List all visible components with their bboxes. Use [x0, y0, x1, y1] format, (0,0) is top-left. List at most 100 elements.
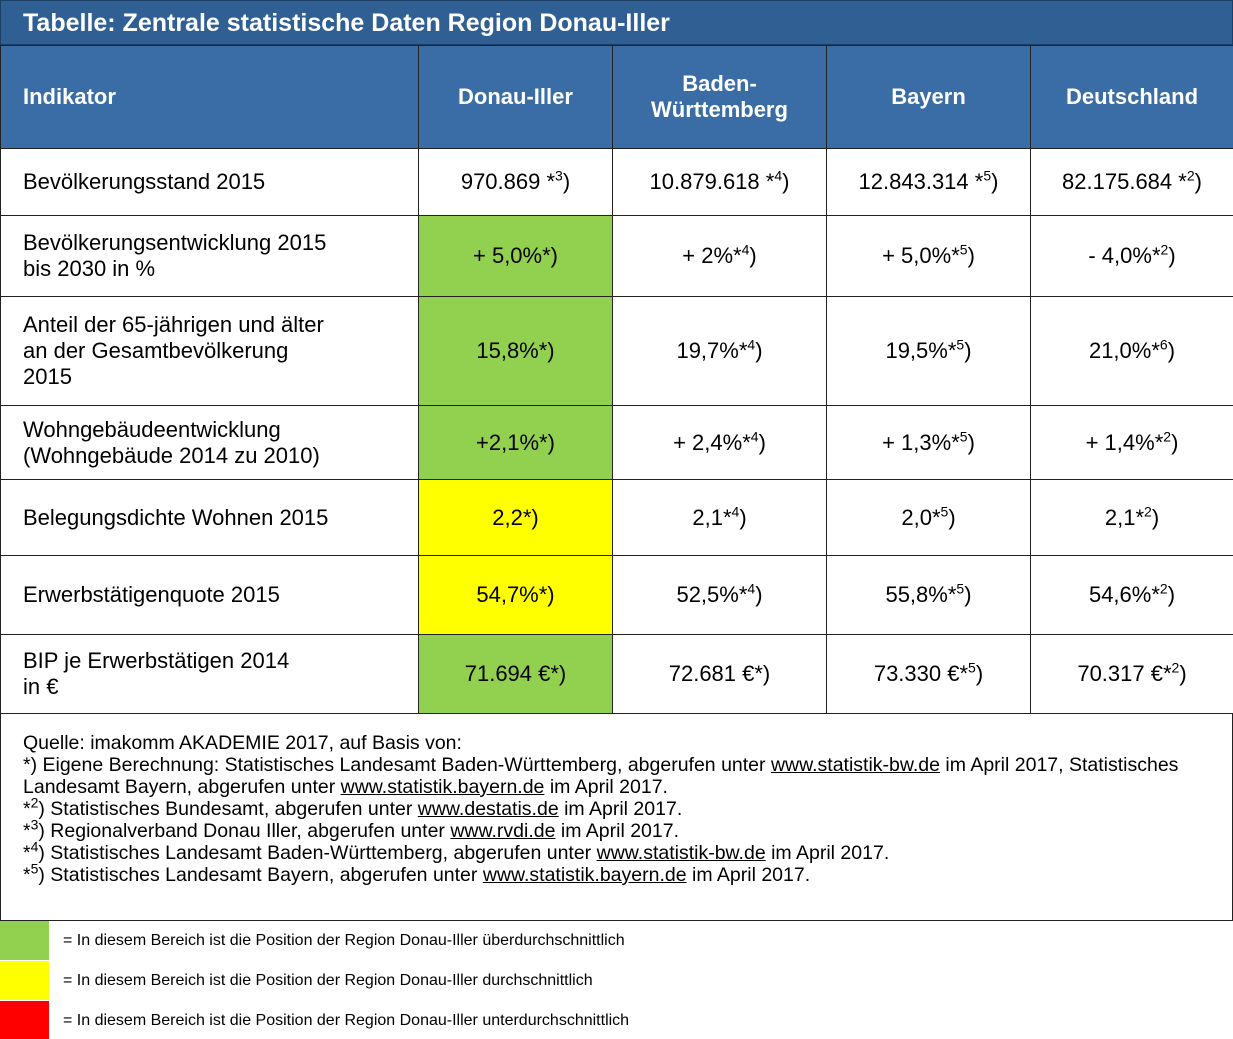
- indicator-cell: Wohngebäudeentwicklung (Wohngebäude 2014 …: [0, 405, 419, 480]
- value-cell: 10.879.618 *4): [612, 148, 827, 216]
- value-cell: 19,7%*4): [612, 296, 827, 406]
- indicator-cell: BIP je Erwerbstätigen 2014 in €: [0, 634, 419, 714]
- value-cell: + 5,0%*5): [826, 215, 1031, 297]
- footnote: Quelle: imakomm AKADEMIE 2017, auf Basis…: [23, 732, 1210, 754]
- indicator-text: an der Gesamtbevölkerung: [23, 338, 289, 363]
- value-cell: 82.175.684 *2): [1030, 148, 1233, 216]
- value-text: + 2%*: [682, 243, 742, 268]
- value-text: + 5,0%*: [882, 243, 960, 268]
- footnote-ref: 2: [1186, 167, 1195, 184]
- value-text: + 5,0%*): [473, 243, 558, 268]
- footnote-ref: 2: [1144, 503, 1152, 520]
- data-table: Indikator Donau-Iller Baden- Württemberg Bay…: [0, 45, 1233, 714]
- value-text: 2,1*: [1104, 504, 1145, 530]
- value-cell: 970.869 *3): [418, 148, 613, 216]
- legend-swatch: [0, 961, 49, 1001]
- header-cell: Indikator: [0, 45, 419, 149]
- value-text: 970.869 *: [460, 169, 556, 194]
- footnote-ref: 5: [940, 503, 949, 520]
- value-text: 72.681 €*): [668, 661, 771, 686]
- footnote-text: im April 2017.: [765, 842, 890, 864]
- footnote-text: im April 2017.: [686, 864, 811, 886]
- value-text: ): [739, 504, 747, 530]
- indicator-text: Erwerbstätigenquote 2015: [23, 582, 280, 607]
- value-cell: - 4,0%*2): [1030, 215, 1233, 297]
- value-text: ): [1167, 582, 1176, 607]
- footnote-ref: 2: [1160, 241, 1169, 258]
- value-text: 10.879.618 *: [649, 169, 775, 194]
- value-cell: 54,6%*2): [1030, 555, 1233, 635]
- footnote-ref: 4: [747, 580, 756, 597]
- value-text: 2,0*: [901, 504, 941, 530]
- value-text: ): [1194, 169, 1202, 194]
- value-text: 71.694 €*): [464, 661, 567, 686]
- footnote-text: *: [23, 842, 31, 864]
- value-text: ): [964, 582, 972, 607]
- footnote: *4) Statistisches Landesamt Baden-Württe…: [23, 840, 1210, 865]
- header-cell: Baden- Württemberg: [612, 45, 827, 149]
- value-cell: + 1,4%*2): [1030, 405, 1233, 480]
- footnote-text: *) Eigene Berechnung: Statistisches Land…: [23, 754, 771, 776]
- indicator-text: Bevölkerungsentwicklung 2015: [23, 230, 327, 255]
- value-cell: 55,8%*5): [826, 555, 1031, 635]
- footnote-link[interactable]: www.statistik-bw.de: [596, 842, 766, 864]
- value-text: ): [991, 169, 999, 194]
- header-text: Baden-: [682, 71, 757, 96]
- indicator-text: Anteil der 65-jährigen und älter: [23, 312, 324, 337]
- value-cell: 70.317 €*2): [1030, 634, 1233, 714]
- footnote-link[interactable]: www.statistik.bayern.de: [340, 776, 545, 798]
- legend-swatch: [0, 1001, 49, 1039]
- value-cell: 2,1*4): [612, 479, 827, 556]
- indicator-text: (Wohngebäude 2014 zu 2010): [23, 442, 320, 468]
- value-text: + 1,4%*: [1085, 429, 1164, 455]
- legend-text: = In diesem Bereich ist die Position der…: [63, 972, 593, 989]
- footnote-ref: 4: [747, 336, 756, 353]
- indicator-cell: Bevölkerungsentwicklung 2015 bis 2030 in …: [0, 215, 419, 297]
- footnote-link[interactable]: www.rvdi.de: [450, 820, 556, 842]
- footnote-ref: 5: [959, 241, 968, 258]
- indicator-cell: Anteil der 65-jährigen und älter an der G…: [0, 296, 419, 406]
- footnote-ref: 4: [774, 167, 783, 184]
- value-cell: 2,0*5): [826, 479, 1031, 556]
- header-cell: Bayern: [826, 45, 1031, 149]
- footnote-text: ) Statistisches Bundesamt, abgerufen unt…: [38, 798, 418, 820]
- value-text: ): [964, 338, 972, 363]
- footnote-ref: 3: [30, 816, 39, 833]
- value-text: 21,0%*: [1088, 338, 1160, 363]
- value-cell: 19,5%*5): [826, 296, 1031, 406]
- indicator-text: Wohngebäudeentwicklung: [23, 416, 281, 442]
- footnote-link[interactable]: www.statistik-bw.de: [770, 754, 940, 776]
- header-text: Deutschland: [1065, 84, 1199, 109]
- footnote-ref: 5: [956, 336, 965, 353]
- value-text: - 4,0%*: [1088, 243, 1161, 268]
- footnote-link[interactable]: www.destatis.de: [417, 798, 559, 820]
- table-row: Wohngebäudeentwicklung (Wohngebäude 2014 …: [0, 405, 1233, 480]
- indicator-text: in €: [23, 674, 59, 699]
- table-row: BIP je Erwerbstätigen 2014 in € 71.694 €*)…: [0, 634, 1233, 714]
- footnote-text: im April 2017.: [544, 776, 668, 798]
- footnote-ref: 2: [1159, 580, 1168, 597]
- footnote-ref: 5: [956, 580, 965, 597]
- value-text: ): [562, 169, 571, 194]
- footnote-text: ) Statistisches Landesamt Bayern, abgeru…: [38, 864, 483, 886]
- table-row: Anteil der 65-jährigen und älter an der G…: [0, 296, 1233, 406]
- table-row: Erwerbstätigenquote 2015 54,7%*) 52,5%*4) 5…: [0, 555, 1233, 635]
- value-text: ): [755, 338, 763, 363]
- footnote-link[interactable]: www.statistik.bayern.de: [482, 864, 687, 886]
- value-text: ): [758, 429, 766, 455]
- footnote-text: *: [23, 864, 31, 886]
- footnote-ref: 5: [30, 860, 39, 877]
- value-text: ): [948, 504, 956, 530]
- table-row: Bevölkerungsstand 2015 970.869 *3) 10.879.…: [0, 148, 1233, 216]
- header-text: Württemberg: [651, 97, 788, 122]
- footnote-ref: 4: [731, 503, 740, 520]
- legend-item: = In diesem Bereich ist die Position der…: [0, 1001, 1233, 1039]
- value-text: ): [975, 661, 984, 686]
- value-text: 2,2*): [492, 504, 539, 530]
- value-text: ): [1168, 243, 1176, 268]
- footnote-text: ) Statistisches Landesamt Baden-Württemb…: [38, 842, 597, 864]
- value-cell: 15,8%*): [418, 296, 613, 406]
- value-cell: + 2%*4): [612, 215, 827, 297]
- value-text: ): [782, 169, 790, 194]
- footnote-ref: 2: [30, 794, 39, 811]
